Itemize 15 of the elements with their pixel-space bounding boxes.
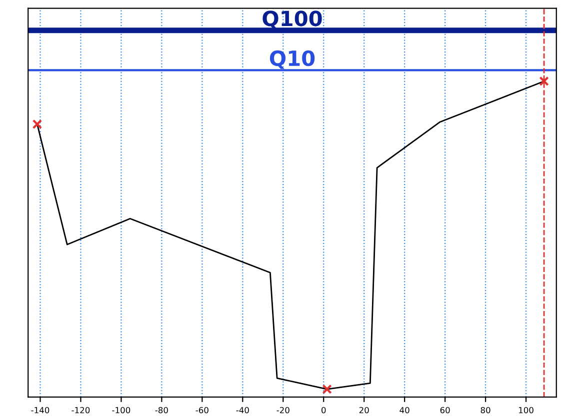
x-tick-label: 0: [322, 406, 326, 414]
x-tick-label: -140: [31, 406, 50, 414]
x-tick-label: -100: [112, 406, 130, 414]
x-tick-label: -80: [155, 406, 168, 414]
ref-line-label: Q100: [262, 10, 322, 30]
ref-line-label: Q10: [270, 50, 315, 69]
x-tick-label: 40: [400, 406, 410, 414]
x-tick-label: 20: [359, 406, 369, 414]
x-tick-label: -20: [276, 406, 290, 414]
x-tick-label: -40: [236, 406, 249, 414]
x-tick-label: -120: [72, 406, 90, 414]
x-tick-label: 60: [440, 406, 450, 414]
x-tick-label: -60: [196, 406, 208, 414]
x-tick-label: 80: [480, 406, 490, 414]
x-tick-label: 100: [518, 406, 534, 414]
